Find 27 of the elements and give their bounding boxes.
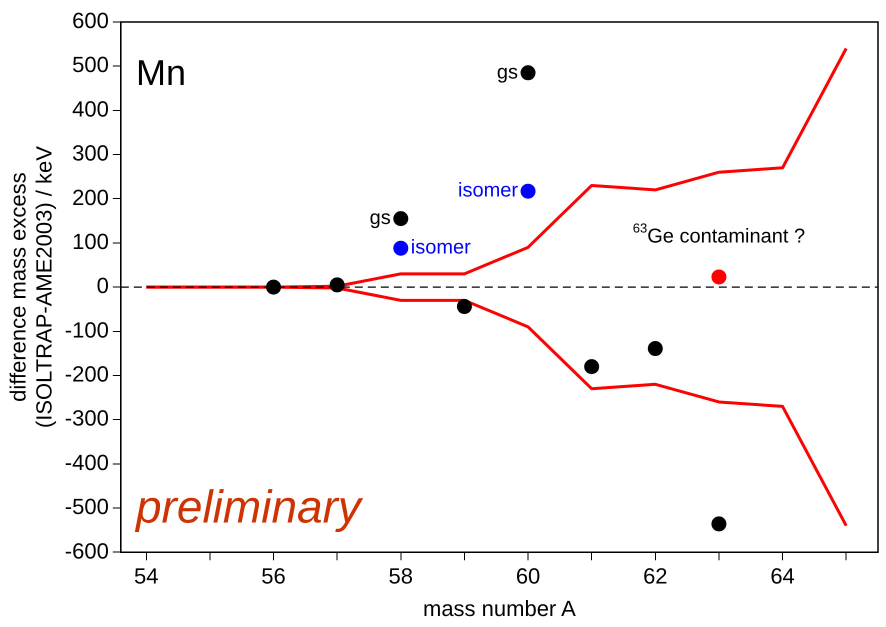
x-tick-label: 58 — [388, 563, 414, 588]
y-tick-label: -500 — [64, 494, 109, 520]
annotation: gs — [370, 207, 391, 230]
x-tick-label: 60 — [516, 563, 540, 588]
y-tick-label: -300 — [64, 406, 109, 431]
annotation: isomer — [410, 236, 472, 259]
y-tick-label: -600 — [64, 538, 109, 564]
y-tick-label: -200 — [64, 362, 109, 387]
x-axis-title: mass number A — [422, 596, 576, 621]
y-tick-label: 100 — [72, 228, 109, 254]
x-tick-label: 62 — [643, 563, 668, 588]
y-tick-label: 200 — [72, 184, 109, 210]
annotation: isomer — [458, 180, 518, 202]
y-tick-label: 500 — [72, 52, 109, 78]
annotation: gs — [496, 61, 518, 84]
annotation: Mn — [136, 52, 186, 93]
y-tick-label: 300 — [72, 140, 109, 166]
y-tick-label: 400 — [72, 96, 109, 122]
y-tick-label: 0 — [96, 273, 109, 298]
x-tick-label: 64 — [770, 563, 795, 588]
x-tick-label: 56 — [261, 563, 286, 588]
x-tick-label: 54 — [134, 563, 159, 588]
y-tick-label: 600 — [72, 8, 109, 34]
annotation: preliminary — [134, 480, 364, 533]
y-tick-label: -100 — [64, 317, 109, 342]
y-tick-label: -400 — [64, 450, 109, 475]
y-axis-title: difference mass excess (ISOLTRAP-AME2003) / keV — [5, 146, 57, 428]
